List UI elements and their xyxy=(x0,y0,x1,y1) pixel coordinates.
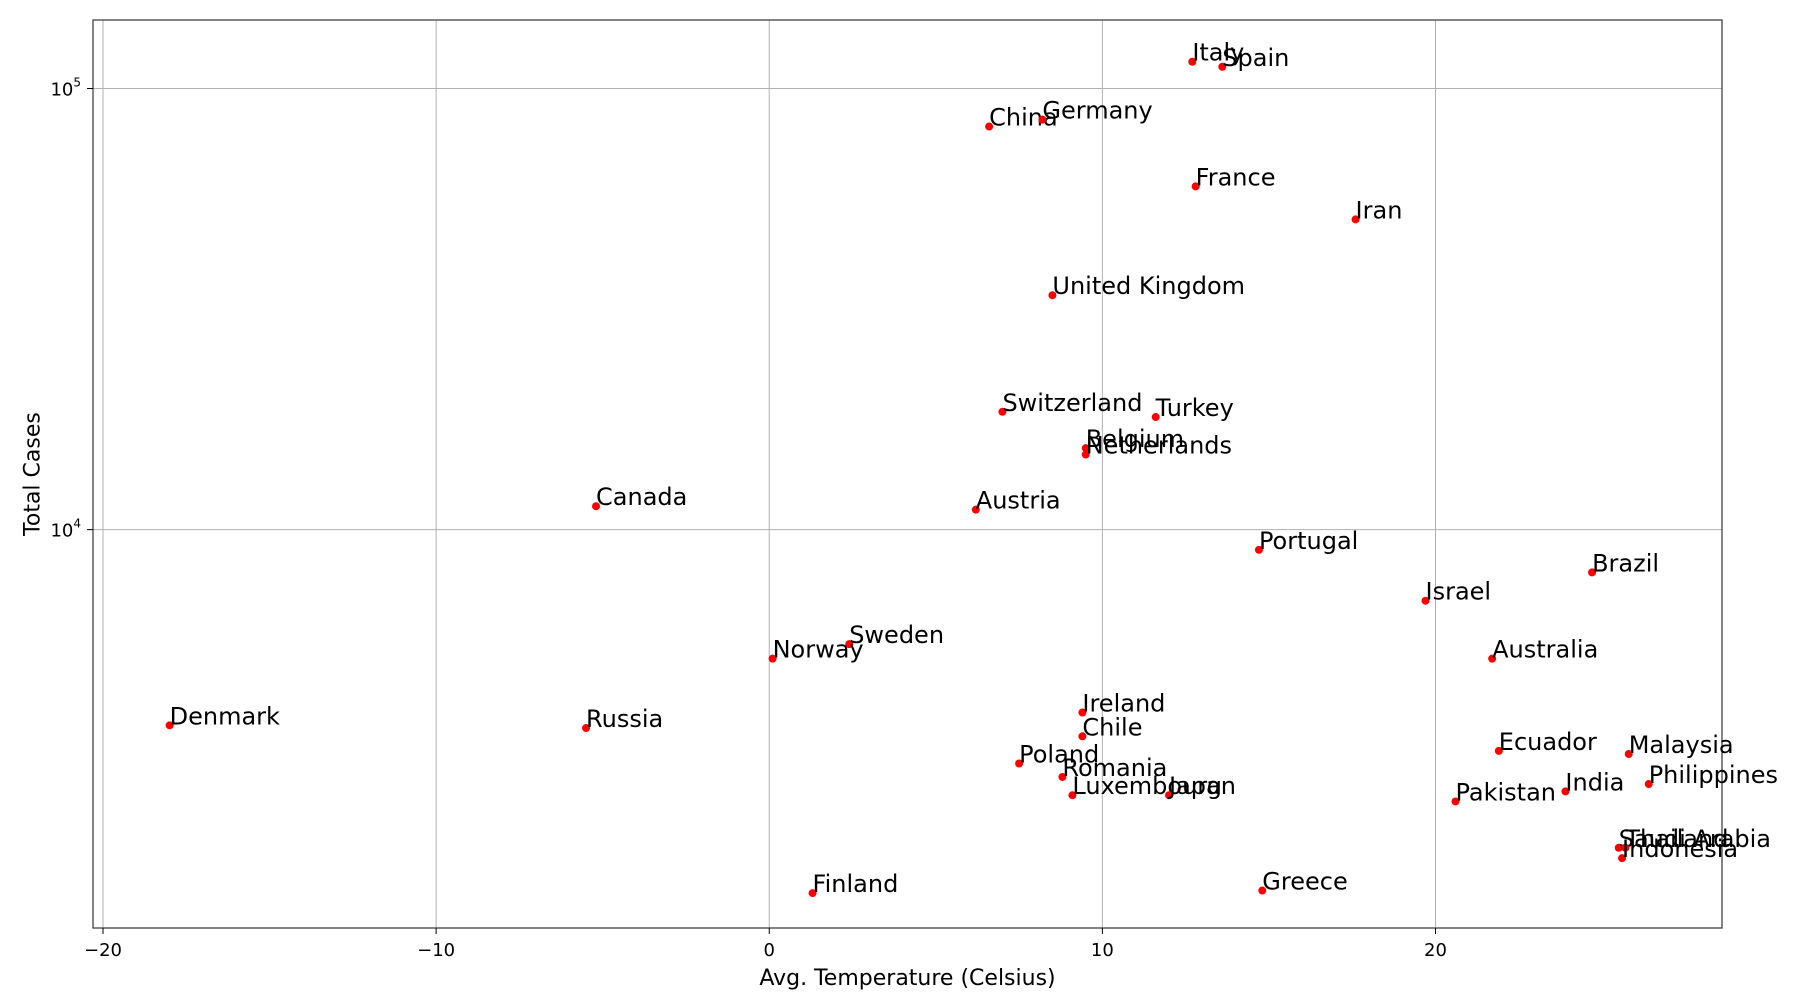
point-label: Denmark xyxy=(170,702,280,730)
point-label: Austria xyxy=(976,487,1061,515)
point-label: India xyxy=(1565,768,1624,796)
point-label: Australia xyxy=(1492,636,1598,664)
point-label: China xyxy=(989,104,1058,132)
point-label: Italy xyxy=(1192,39,1244,67)
data-point xyxy=(1488,654,1497,663)
point-label: Spain xyxy=(1222,44,1289,72)
data-point xyxy=(1588,568,1597,577)
point-label: Belgium xyxy=(1086,425,1184,453)
point-label: Germany xyxy=(1042,97,1152,125)
data-point xyxy=(1015,759,1024,768)
point-label: Japan xyxy=(1167,772,1236,800)
y-tick-label: 105 xyxy=(50,76,81,101)
data-point xyxy=(1624,750,1633,759)
point-label: Poland xyxy=(1019,741,1099,769)
data-point xyxy=(1058,772,1067,781)
data-point xyxy=(1494,746,1503,755)
data-point xyxy=(1618,854,1627,863)
point-label: Pakistan xyxy=(1455,778,1556,806)
data-point xyxy=(1421,596,1430,605)
point-label: Ireland xyxy=(1082,689,1165,717)
point-label: Sweden xyxy=(849,621,944,649)
data-point xyxy=(582,724,591,733)
grid xyxy=(93,20,1722,928)
data-point xyxy=(1038,115,1047,124)
data-point xyxy=(1621,843,1630,852)
data-point xyxy=(1078,732,1087,741)
y-axis-title: Total Cases xyxy=(21,412,46,537)
data-point xyxy=(165,721,174,730)
point-label: France xyxy=(1196,163,1276,191)
point-label: Romania xyxy=(1062,754,1167,782)
point-label: Philippines xyxy=(1649,761,1778,789)
x-tick-label: 20 xyxy=(1424,940,1447,961)
point-label: Ecuador xyxy=(1499,728,1597,756)
y-tick-label: 104 xyxy=(50,517,81,542)
point-label: Norway xyxy=(773,636,864,664)
data-point xyxy=(1351,215,1360,224)
x-axis-title: Avg. Temperature (Celsius) xyxy=(759,966,1055,991)
point-label: Portugal xyxy=(1259,527,1358,555)
data-point xyxy=(1254,545,1263,554)
data-point xyxy=(1188,57,1197,66)
data-point xyxy=(1165,791,1174,800)
point-label: Thailand xyxy=(1624,825,1728,853)
data-point xyxy=(1078,708,1087,717)
data-point xyxy=(1614,843,1623,852)
data-point xyxy=(1151,413,1160,422)
point-label: Greece xyxy=(1262,868,1347,896)
point-label: Finland xyxy=(813,870,899,898)
point-label: Indonesia xyxy=(1622,835,1738,863)
point-label: Russia xyxy=(586,705,663,733)
data-point xyxy=(768,654,777,663)
axis-ticks: −20 −10 0 10 20 104 105 xyxy=(50,76,1447,961)
point-label: Netherlands xyxy=(1086,432,1232,460)
data-point xyxy=(1081,450,1090,459)
point-label: Brazil xyxy=(1592,549,1659,577)
data-point xyxy=(1068,791,1077,800)
point-label: Israel xyxy=(1426,578,1492,606)
point-label: Switzerland xyxy=(1002,389,1142,417)
data-point xyxy=(971,505,980,514)
data-point xyxy=(592,502,601,511)
point-label: Canada xyxy=(596,483,687,511)
data-point xyxy=(985,122,994,131)
data-point xyxy=(998,407,1007,416)
data-point xyxy=(1048,291,1057,300)
point-label: Iran xyxy=(1356,196,1403,224)
data-point xyxy=(1561,787,1570,796)
point-label: Chile xyxy=(1082,713,1142,741)
x-tick-label: 10 xyxy=(1091,940,1114,961)
plot-area-frame xyxy=(92,19,1723,929)
point-label: Luxembourg xyxy=(1072,772,1222,800)
data-point xyxy=(1451,797,1460,806)
data-point xyxy=(1644,780,1653,789)
data-point xyxy=(1191,182,1200,191)
data-point xyxy=(845,640,854,649)
point-label: United Kingdom xyxy=(1052,272,1245,300)
data-point xyxy=(1218,62,1227,71)
point-label: Saudi Arabia xyxy=(1619,825,1771,853)
x-tick-label: 0 xyxy=(764,940,775,961)
x-tick-label: −20 xyxy=(84,940,122,961)
point-label: Malaysia xyxy=(1629,731,1734,759)
data-point xyxy=(1081,444,1090,453)
data-point xyxy=(808,889,817,898)
x-tick-label: −10 xyxy=(417,940,455,961)
data-point xyxy=(1258,886,1267,895)
point-label: Turkey xyxy=(1155,394,1234,422)
